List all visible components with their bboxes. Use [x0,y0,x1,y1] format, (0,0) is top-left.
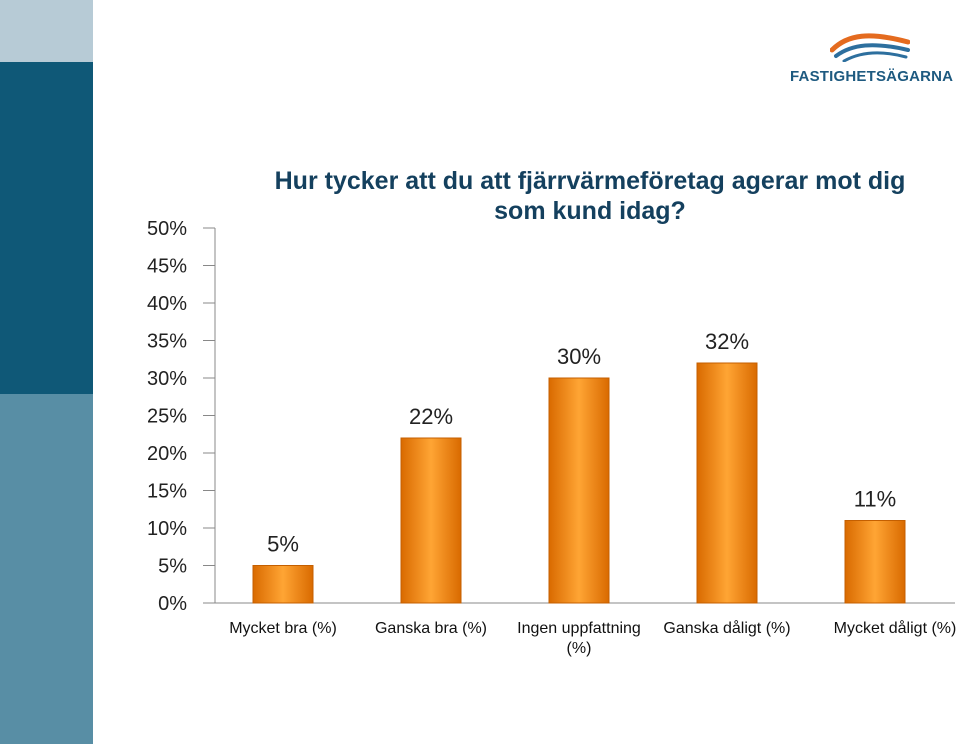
x-tick-label: Ingen uppfattning (%) [517,620,641,657]
data-label: 32% [705,329,749,354]
x-tick-label: Mycket bra (%) [229,620,337,637]
chart-title: Hur tycker att du att fjärrvärmeföretag … [274,167,906,225]
logo-text: FASTIGHETSÄGARNA [790,68,954,85]
sidebar-band-light [0,0,93,62]
sidebar-band-mid [0,394,93,744]
wave-logo-icon [830,33,910,62]
y-tick-label: 40% [147,293,187,315]
y-tick-label: 25% [147,406,187,428]
x-tick-label: Mycket dåligt (%) [834,619,957,637]
bar [252,565,314,604]
data-label: 22% [409,404,453,429]
y-tick-label: 5% [158,556,187,578]
y-axis: 0% 5% 10% 15% 20% 25% 30% 35% 40% 45% 50% [147,218,955,615]
bars [252,362,906,604]
y-tick-label: 15% [147,481,187,503]
fastighetsagarna-logo: FASTIGHETSÄGARNA [790,28,958,88]
y-tick-label: 35% [147,331,187,353]
y-tick-label: 0% [158,593,187,615]
x-tick-label: Ganska dåligt (%) [663,619,790,637]
bar [844,520,906,604]
x-tick-label: Ganska bra (%) [375,620,487,637]
y-tick-label: 50% [147,218,187,240]
bar [696,362,758,604]
y-tick-label: 30% [147,368,187,390]
y-tick-label: 20% [147,443,187,465]
data-label: 5% [267,532,299,557]
y-tick-label: 45% [147,256,187,278]
y-tick-label: 10% [147,518,187,540]
bar [400,437,462,604]
data-label: 11% [854,487,896,512]
sidebar-band-dark [0,62,93,394]
data-label: 30% [557,344,601,369]
labels: 5% 22% 30% 32% 11% Mycket bra (%) Ganska bra (… [229,329,956,657]
bar [548,377,610,604]
